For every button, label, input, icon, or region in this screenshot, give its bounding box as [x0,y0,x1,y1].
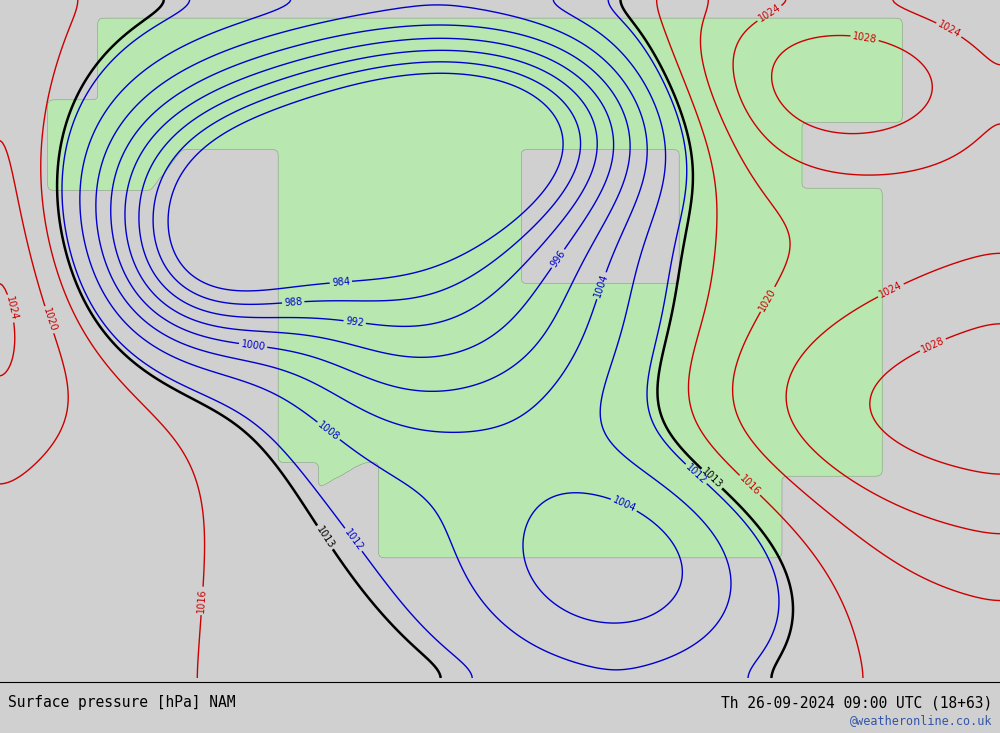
Text: 1012: 1012 [684,462,709,486]
Text: 1024: 1024 [756,2,783,24]
Text: 988: 988 [284,297,303,308]
Text: 1028: 1028 [919,335,946,354]
Text: Th 26-09-2024 09:00 UTC (18+63): Th 26-09-2024 09:00 UTC (18+63) [721,696,992,710]
Text: 1000: 1000 [240,339,266,352]
Text: 996: 996 [549,248,567,269]
Text: 1004: 1004 [593,273,610,299]
Text: Surface pressure [hPa] NAM: Surface pressure [hPa] NAM [8,696,236,710]
Text: 1016: 1016 [738,474,762,498]
Text: 1013: 1013 [314,524,336,550]
Text: @weatheronline.co.uk: @weatheronline.co.uk [850,715,992,727]
Text: 1012: 1012 [342,527,365,553]
Text: 1008: 1008 [316,419,341,442]
Text: 1024: 1024 [878,280,904,301]
Text: 1024: 1024 [4,295,19,322]
Text: 1024: 1024 [936,19,962,40]
Text: 1013: 1013 [699,467,724,490]
Text: 1028: 1028 [852,31,878,45]
Text: 1020: 1020 [41,306,58,333]
Text: 1020: 1020 [757,286,778,312]
Text: 984: 984 [331,276,350,288]
Text: 992: 992 [345,316,365,328]
Text: 1016: 1016 [196,589,208,614]
Text: 1004: 1004 [611,495,637,514]
